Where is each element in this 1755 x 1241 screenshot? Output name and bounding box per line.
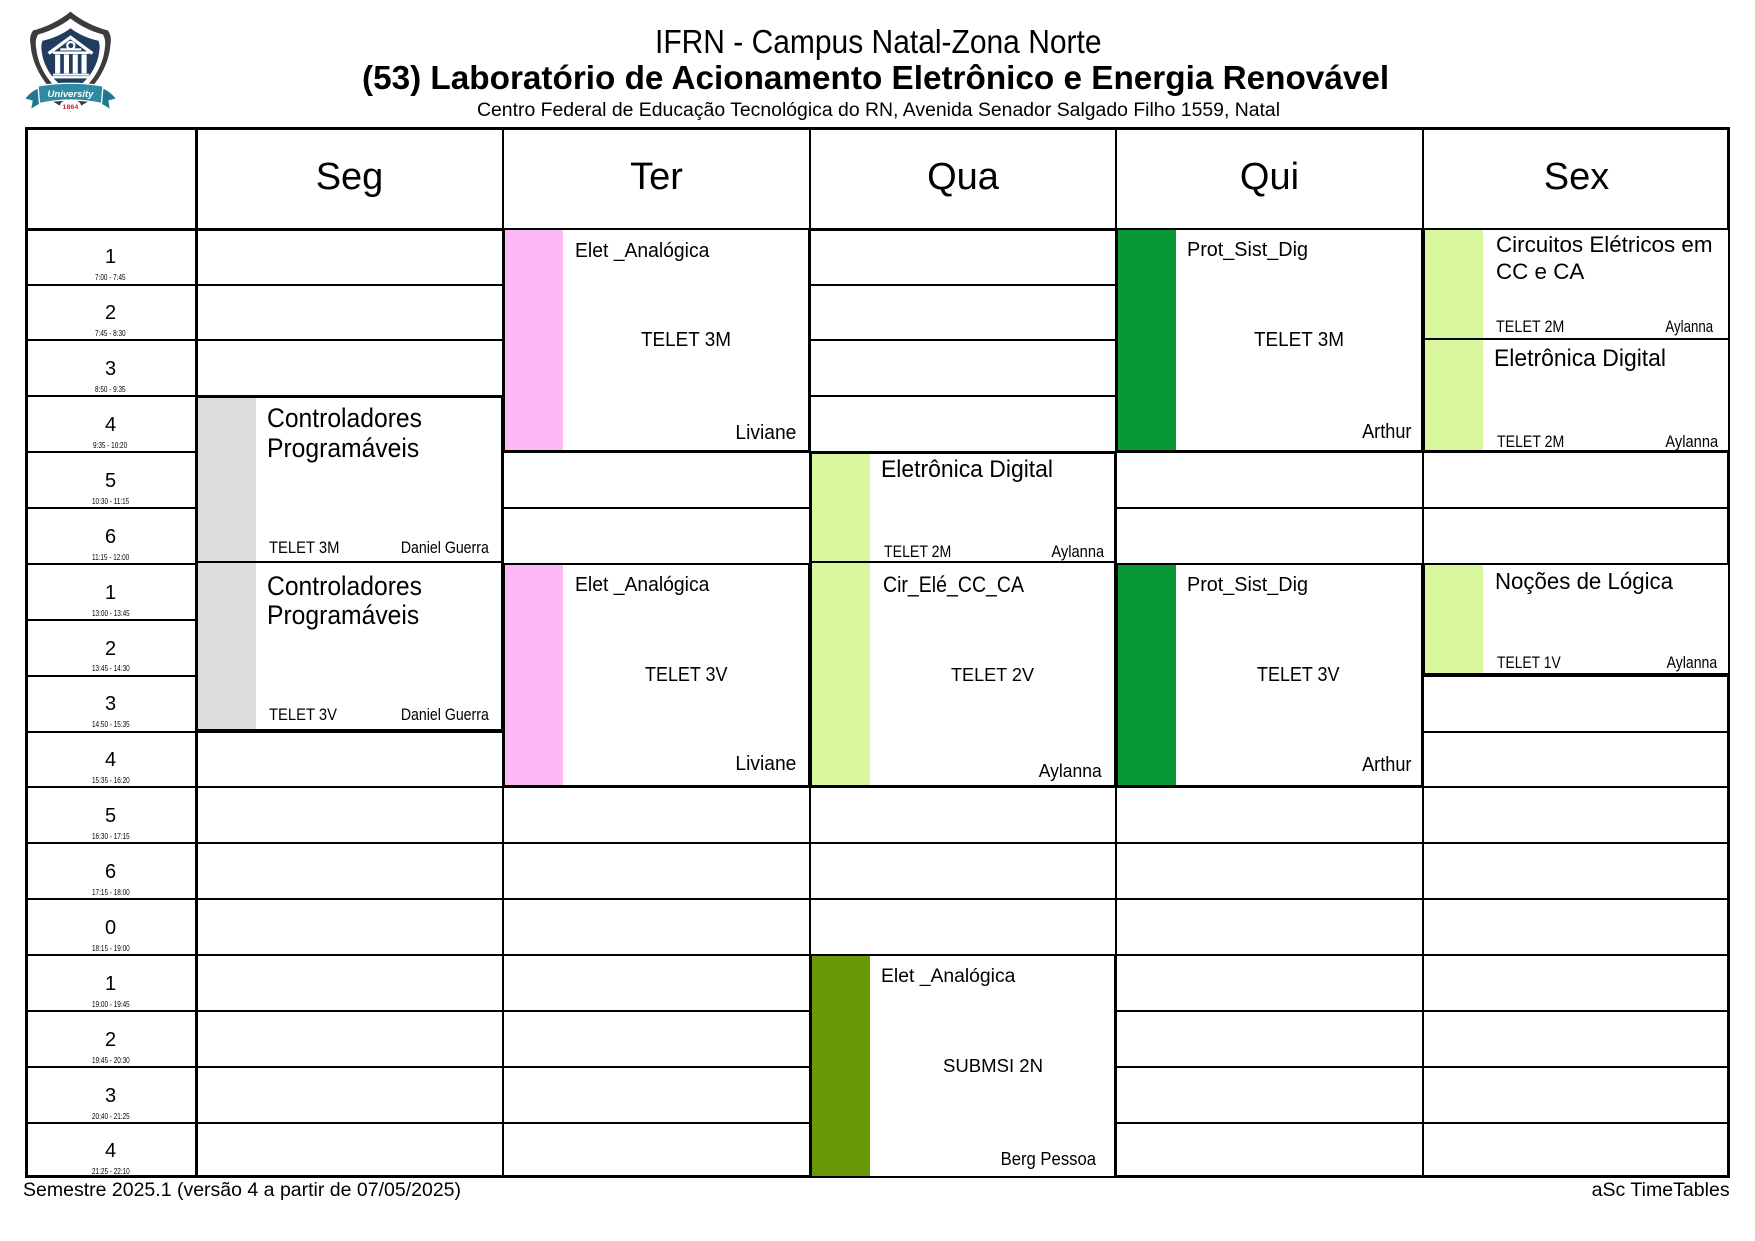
svg-text:University: University	[48, 89, 95, 100]
svg-text:1864: 1864	[63, 104, 79, 111]
